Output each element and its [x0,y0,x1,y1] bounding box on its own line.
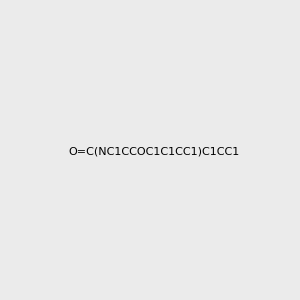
Text: O=C(NC1CCOC1C1CC1)C1CC1: O=C(NC1CCOC1C1CC1)C1CC1 [68,146,239,157]
